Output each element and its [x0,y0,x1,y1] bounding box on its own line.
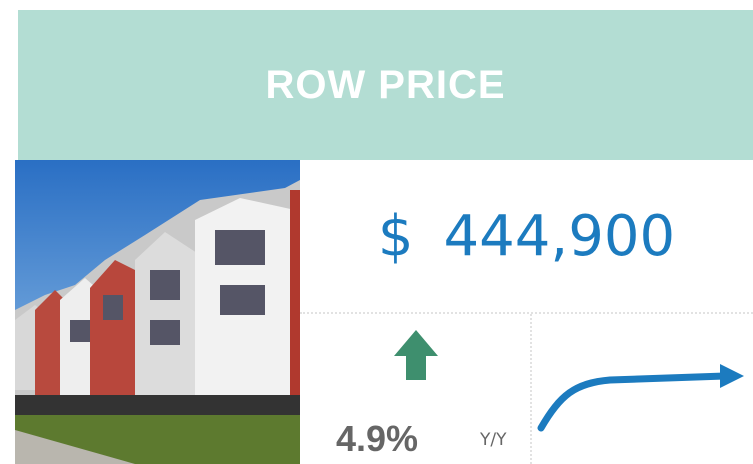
change-value: 4.9% [336,418,418,460]
trend-arrow-head [720,364,744,388]
trend-arrow [541,376,725,428]
change-period: Y/Y [480,430,507,450]
up-arrow [394,330,438,380]
price-card: ROW PRICE $444,900 4.9% Y/Y [0,0,753,464]
icons [0,0,753,464]
